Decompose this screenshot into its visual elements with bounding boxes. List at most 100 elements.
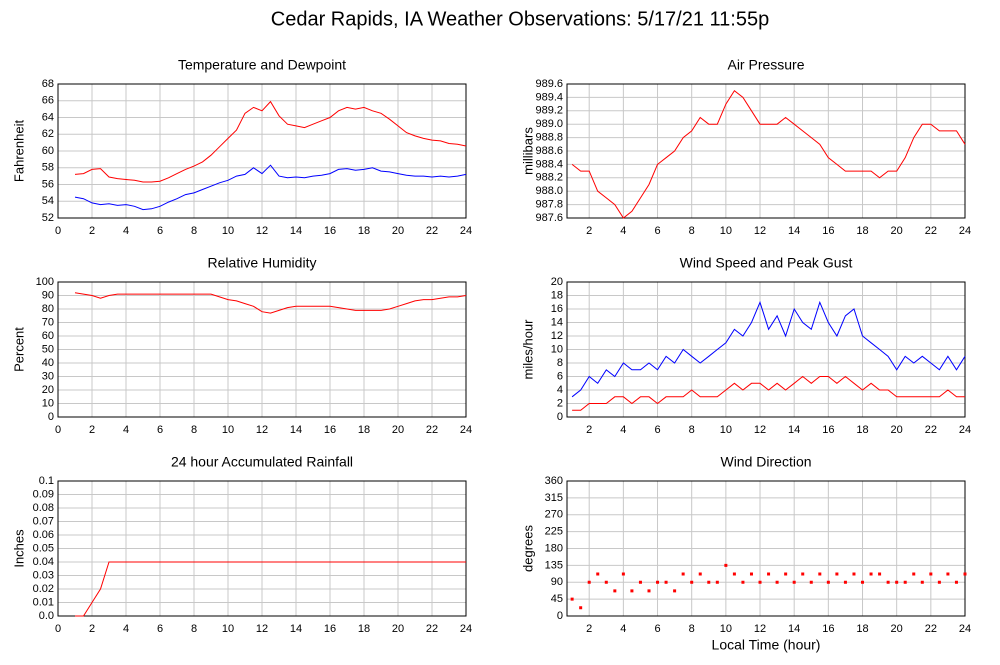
panel-title: Wind Speed and Peak Gust <box>680 255 853 271</box>
x-tick-label: 16 <box>822 623 834 635</box>
x-tick-label: 18 <box>856 225 868 237</box>
data-point <box>937 580 941 584</box>
y-axis-label: miles/hour <box>520 319 535 380</box>
y-tick-label: 989.6 <box>535 78 563 90</box>
y-tick-label: 270 <box>545 509 563 521</box>
data-point <box>954 580 958 584</box>
y-tick-label: 360 <box>545 475 563 487</box>
y-tick-label: 62 <box>42 128 54 140</box>
x-tick-label: 18 <box>856 623 868 635</box>
y-tick-label: 988.6 <box>535 145 563 157</box>
plot-frame <box>57 281 467 418</box>
x-tick-label: 8 <box>689 623 695 635</box>
x-tick-label: 24 <box>959 623 971 635</box>
y-tick-label: 988.8 <box>535 132 563 144</box>
x-tick-label: 16 <box>324 225 336 237</box>
y-tick-label: 20 <box>551 276 563 288</box>
data-point <box>886 580 890 584</box>
x-tick-label: 6 <box>654 225 660 237</box>
y-tick-label: 6 <box>557 370 563 382</box>
data-point <box>690 580 694 584</box>
y-tick-label: 100 <box>36 276 54 288</box>
x-tick-label: 22 <box>925 225 937 237</box>
data-point <box>843 580 847 584</box>
data-point <box>878 572 882 576</box>
y-tick-label: 58 <box>42 162 54 174</box>
y-tick-label: 70 <box>42 316 54 328</box>
data-point <box>895 580 899 584</box>
x-axis-label: Local Time (hour) <box>712 637 821 653</box>
panel-title: Wind Direction <box>720 454 811 470</box>
y-axis-label: Percent <box>11 327 26 372</box>
data-line <box>571 300 966 398</box>
x-tick-label: 18 <box>358 424 370 436</box>
data-point <box>656 580 660 584</box>
data-point <box>707 580 711 584</box>
data-point <box>664 580 668 584</box>
y-tick-label: 16 <box>551 303 563 315</box>
y-tick-label: 989.2 <box>535 105 563 117</box>
y-tick-label: 60 <box>42 330 54 342</box>
y-tick-label: 56 <box>42 178 54 190</box>
data-point <box>724 563 728 567</box>
data-point <box>741 580 745 584</box>
x-tick-label: 22 <box>426 424 438 436</box>
data-point <box>587 580 591 584</box>
x-tick-label: 8 <box>191 623 197 635</box>
data-point <box>698 572 702 576</box>
y-tick-label: 0.1 <box>39 475 54 487</box>
data-point <box>861 580 865 584</box>
x-tick-label: 8 <box>689 225 695 237</box>
x-tick-label: 6 <box>654 424 660 436</box>
plot-frame <box>566 281 966 418</box>
data-point <box>826 580 830 584</box>
x-tick-label: 24 <box>460 424 472 436</box>
x-tick-label: 18 <box>358 225 370 237</box>
y-tick-label: 60 <box>42 145 54 157</box>
data-point <box>818 572 822 576</box>
plot-frame <box>566 480 966 617</box>
data-point <box>570 597 574 601</box>
x-tick-label: 12 <box>754 623 766 635</box>
y-axis-label: degrees <box>520 525 535 572</box>
y-tick-label: 987.8 <box>535 199 563 211</box>
x-tick-label: 24 <box>959 225 971 237</box>
x-tick-label: 10 <box>222 424 234 436</box>
data-point <box>681 572 685 576</box>
y-tick-label: 989.4 <box>535 91 563 103</box>
data-point <box>579 606 583 610</box>
plot-frame <box>57 480 467 617</box>
y-tick-label: 0 <box>557 411 563 423</box>
data-point <box>920 580 924 584</box>
y-tick-label: 988.2 <box>535 172 563 184</box>
data-point <box>613 589 617 593</box>
y-tick-label: 12 <box>551 330 563 342</box>
x-tick-label: 12 <box>256 225 268 237</box>
y-tick-label: 180 <box>545 542 563 554</box>
data-point <box>749 572 753 576</box>
data-point <box>809 580 813 584</box>
y-tick-label: 315 <box>545 492 563 504</box>
y-tick-label: 0.07 <box>33 515 54 527</box>
x-tick-label: 12 <box>754 225 766 237</box>
y-axis-label: millibars <box>520 127 535 175</box>
x-tick-label: 0 <box>55 424 61 436</box>
x-tick-label: 20 <box>392 424 404 436</box>
y-tick-label: 50 <box>42 343 54 355</box>
panel-title: Temperature and Dewpoint <box>178 57 346 73</box>
x-tick-label: 20 <box>891 424 903 436</box>
x-tick-label: 10 <box>222 623 234 635</box>
y-axis-label: Fahrenheit <box>11 120 26 183</box>
y-axis-label: Inches <box>11 529 26 568</box>
x-tick-label: 20 <box>392 225 404 237</box>
y-tick-label: 0.04 <box>33 556 54 568</box>
x-tick-label: 12 <box>256 623 268 635</box>
x-tick-label: 0 <box>55 225 61 237</box>
x-tick-label: 22 <box>426 623 438 635</box>
y-tick-label: 135 <box>545 559 563 571</box>
x-tick-label: 10 <box>720 225 732 237</box>
y-tick-label: 64 <box>42 111 54 123</box>
data-line <box>572 375 965 411</box>
x-tick-label: 20 <box>392 623 404 635</box>
